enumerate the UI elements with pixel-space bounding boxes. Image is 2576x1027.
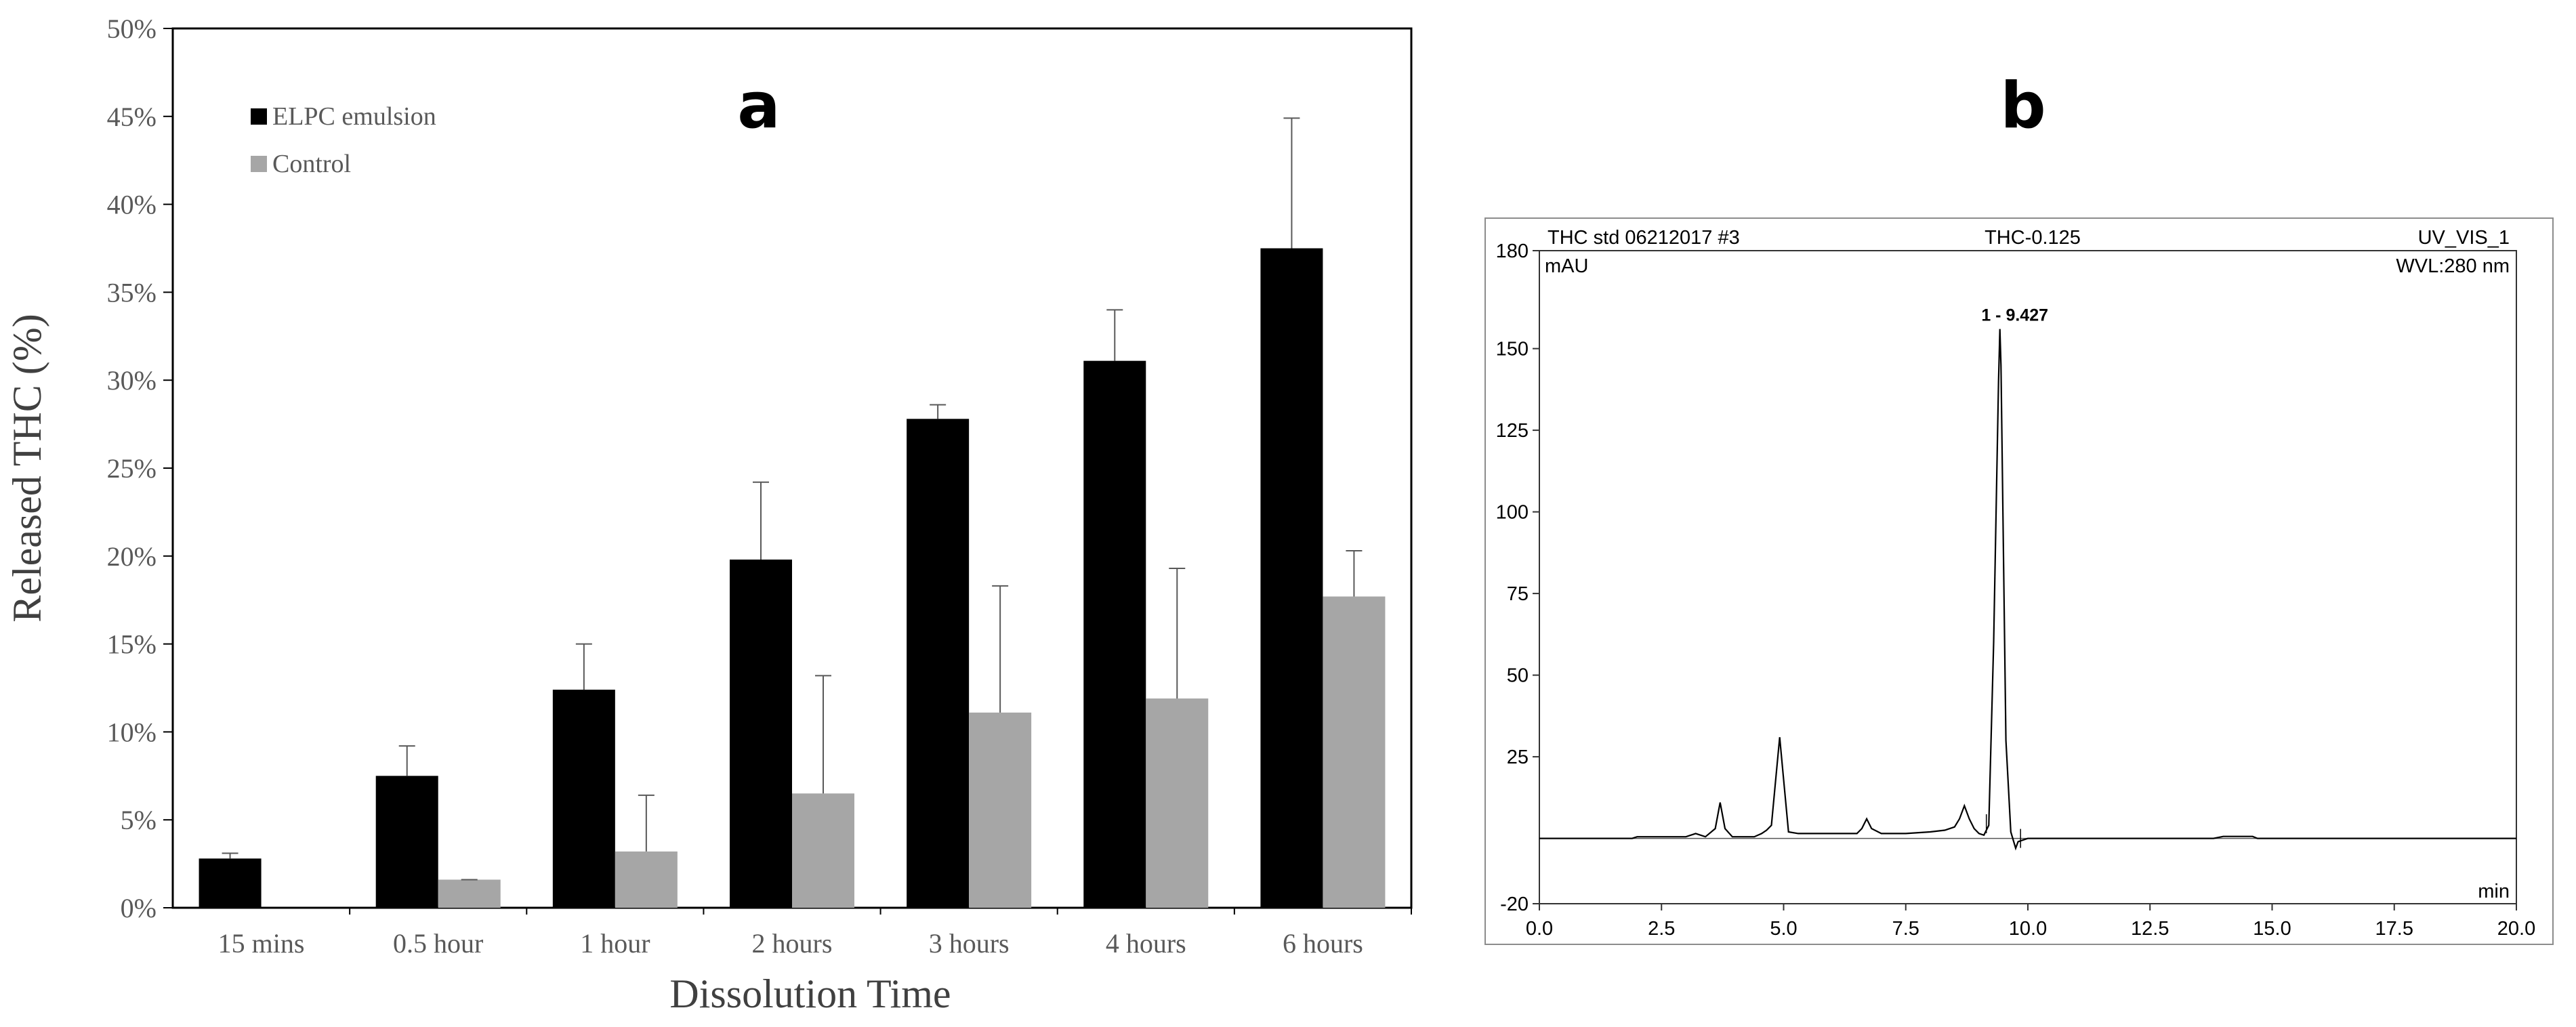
chromatogram-sample-name: THC std 06212017 #3 bbox=[1547, 227, 1740, 249]
panel-b-chromatogram: b THC std 06212017 #3 THC-0.125 UV_VIS_1… bbox=[1484, 69, 2554, 945]
legend-label-elpc: ELPC emulsion bbox=[272, 102, 436, 131]
y-tick-label: 10% bbox=[107, 717, 157, 747]
bar-control bbox=[1323, 596, 1386, 908]
legend-swatch-control bbox=[251, 156, 267, 172]
legend-swatch-elpc bbox=[251, 108, 267, 125]
y-tick-label: 35% bbox=[107, 277, 157, 308]
bar-elpc-emulsion bbox=[730, 559, 792, 908]
y-tick-label: 40% bbox=[107, 190, 157, 220]
panel-a-y-ticks: 0% 5% 10% 15% 20% 25% 30% 35% 40% 45% 50% bbox=[107, 14, 173, 923]
bar-elpc-emulsion bbox=[199, 858, 262, 908]
x-tick-label: 15 mins bbox=[218, 928, 305, 959]
chromatogram-x-unit: min bbox=[2478, 881, 2510, 902]
y-tick-label: 25 bbox=[1507, 747, 1529, 768]
y-tick-label: 20% bbox=[107, 541, 157, 572]
bar-control bbox=[615, 851, 678, 908]
bar-elpc-emulsion bbox=[1260, 248, 1323, 908]
bar-control bbox=[438, 879, 501, 908]
x-tick-label: 17.5 bbox=[2375, 918, 2413, 940]
panel-a-x-tick-labels: 15 mins 0.5 hour 1 hour 2 hours 3 hours 4 hou… bbox=[218, 908, 1412, 959]
y-tick-label: 30% bbox=[107, 365, 157, 396]
x-tick-label: 2.5 bbox=[1648, 918, 1675, 940]
y-tick-label: 150 bbox=[1496, 339, 1529, 360]
chromatogram-trace bbox=[1539, 329, 2516, 851]
y-tick-label: 50% bbox=[107, 14, 157, 44]
y-tick-label: 5% bbox=[121, 805, 157, 835]
y-tick-label: 75 bbox=[1507, 583, 1529, 605]
panel-a-legend: ELPC emulsion Control bbox=[251, 102, 436, 178]
panel-b-x-ticks: 0.0 2.5 5.0 7.5 10.0 12.5 15.0 17.5 20.0 bbox=[1526, 904, 2535, 940]
panel-a-bar-chart: 0% 5% 10% 15% 20% 25% 30% 35% 40% 45% 50% 15 mins 0… bbox=[5, 14, 1413, 1016]
x-tick-label: 2 hours bbox=[752, 928, 833, 959]
y-tick-label: 180 bbox=[1496, 240, 1529, 262]
bar-elpc-emulsion bbox=[552, 690, 615, 908]
panel-a-label: a bbox=[737, 69, 780, 143]
chromatogram-channel: UV_VIS_1 bbox=[2418, 227, 2510, 249]
y-tick-label: -20 bbox=[1500, 894, 1529, 915]
legend-label-control: Control bbox=[272, 150, 351, 178]
panel-a-bars bbox=[199, 248, 1386, 908]
x-tick-label: 4 hours bbox=[1106, 928, 1186, 959]
y-tick-label: 45% bbox=[107, 102, 157, 132]
panel-a-x-axis-label: Dissolution Time bbox=[669, 971, 951, 1016]
panel-b-trace-group bbox=[1539, 329, 2516, 851]
y-tick-label: 50 bbox=[1507, 665, 1529, 687]
x-tick-label: 0.5 hour bbox=[393, 928, 483, 959]
panel-a-error-bars bbox=[222, 117, 1363, 881]
bar-control bbox=[792, 793, 854, 908]
chromatogram-wavelength: WVL:280 nm bbox=[2396, 255, 2510, 277]
bar-control bbox=[969, 712, 1032, 908]
chromatogram-y-unit: mAU bbox=[1545, 255, 1588, 277]
panel-a-y-axis-label: Released THC (%) bbox=[5, 314, 49, 622]
panel-b-y-ticks: -20 25 50 75 100 125 150 180 bbox=[1496, 240, 1539, 915]
chromatogram-peak-label: 1 - 9.427 bbox=[1981, 306, 2048, 325]
x-tick-label: 5.0 bbox=[1770, 918, 1797, 940]
x-tick-label: 12.5 bbox=[2131, 918, 2169, 940]
y-tick-label: 25% bbox=[107, 453, 157, 484]
bar-control bbox=[1146, 698, 1209, 908]
bar-elpc-emulsion bbox=[375, 776, 438, 908]
y-tick-label: 100 bbox=[1496, 502, 1529, 524]
x-tick-label: 0.0 bbox=[1526, 918, 1553, 940]
x-tick-label: 15.0 bbox=[2253, 918, 2291, 940]
chromatogram-sample-id: THC-0.125 bbox=[1985, 227, 2081, 249]
x-tick-label: 1 hour bbox=[580, 928, 650, 959]
x-tick-label: 10.0 bbox=[2009, 918, 2047, 940]
x-tick-label: 3 hours bbox=[929, 928, 1010, 959]
y-tick-label: 15% bbox=[107, 629, 157, 660]
x-tick-label: 20.0 bbox=[2497, 918, 2535, 940]
panel-b-outer-frame bbox=[1484, 217, 2554, 945]
panel-b-label: b bbox=[2000, 69, 2045, 143]
y-tick-label: 0% bbox=[121, 893, 157, 923]
y-tick-label: 125 bbox=[1496, 420, 1529, 442]
bar-elpc-emulsion bbox=[907, 419, 970, 908]
x-tick-label: 7.5 bbox=[1892, 918, 1919, 940]
x-tick-label: 6 hours bbox=[1283, 928, 1363, 959]
bar-elpc-emulsion bbox=[1083, 360, 1146, 908]
